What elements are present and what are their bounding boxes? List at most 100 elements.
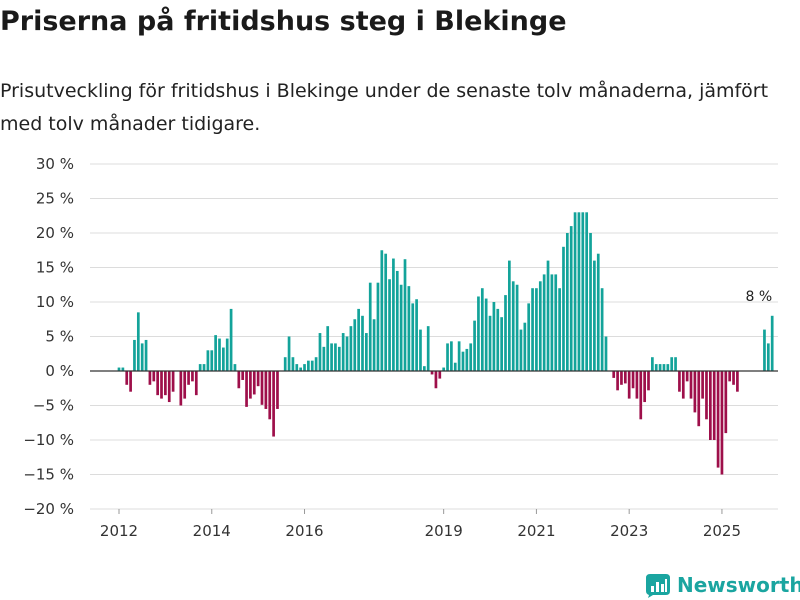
bar [140, 343, 144, 371]
bar [268, 371, 272, 420]
x-tick-label: 2012 [100, 522, 138, 540]
x-tick-label: 2023 [610, 522, 648, 540]
bar [508, 260, 511, 371]
y-tick-label: −15 % [23, 466, 74, 484]
bar [631, 371, 635, 389]
bar [365, 333, 368, 371]
bar [136, 312, 140, 371]
y-tick-label: 5 % [45, 328, 74, 346]
bar [388, 279, 391, 371]
bar [681, 371, 685, 399]
newsworthy-logo-icon [646, 574, 670, 598]
bar [720, 371, 724, 475]
bar [770, 315, 774, 371]
bar [345, 336, 349, 371]
bar [407, 286, 411, 371]
bar [411, 303, 415, 371]
annotations: 8 % [746, 289, 773, 305]
bar [210, 350, 214, 371]
bar [299, 367, 302, 371]
bar [314, 357, 318, 371]
bar [716, 371, 720, 468]
y-tick-label: −5 % [33, 397, 74, 415]
bar [376, 282, 380, 371]
bar [156, 371, 159, 396]
bar [392, 258, 395, 371]
gridlines [90, 163, 778, 510]
bar [654, 364, 658, 371]
bar [492, 302, 496, 371]
bar [399, 284, 403, 371]
bar [419, 329, 422, 371]
bar [198, 364, 202, 371]
bar [249, 371, 252, 399]
bar [144, 339, 148, 371]
bar [256, 371, 260, 387]
bar [291, 357, 295, 371]
chart-title: Priserna på fritidshus steg i Blekinge [0, 6, 567, 37]
bar [705, 371, 708, 420]
bar [442, 367, 446, 371]
x-axis-labels: 2012 2014 2016 2019 2021 2023 2025 [100, 509, 741, 540]
bar [693, 371, 697, 413]
bar [763, 329, 766, 371]
bar [395, 270, 399, 371]
bar [322, 346, 326, 371]
chart-subtitle: Prisutveckling för fritidshus i Blekinge… [0, 80, 769, 135]
bar [531, 288, 534, 371]
bar [589, 233, 592, 371]
bar [450, 341, 453, 371]
bar [283, 357, 287, 371]
bar [554, 274, 558, 371]
bar [334, 343, 337, 371]
bar [453, 362, 457, 371]
bar [218, 338, 221, 371]
bar [596, 253, 600, 371]
bar [639, 371, 643, 420]
bar [237, 371, 241, 389]
bar [446, 343, 449, 371]
bar [732, 371, 735, 385]
y-tick-label: −10 % [23, 431, 74, 449]
bar [357, 308, 360, 371]
bar [709, 371, 712, 440]
brand-name: Newsworthy [677, 573, 800, 597]
bar [160, 371, 163, 399]
bar [565, 233, 569, 371]
bar [422, 366, 426, 371]
bar [635, 371, 639, 399]
y-tick-label: 20 % [36, 224, 74, 242]
y-tick-label: −20 % [23, 500, 74, 518]
bar [542, 274, 546, 371]
bar [500, 317, 503, 371]
bar [264, 371, 268, 409]
bar [569, 226, 573, 371]
bar [712, 371, 716, 440]
bar [372, 319, 376, 371]
y-tick-label: 10 % [36, 293, 74, 311]
bar [179, 371, 183, 406]
bar [318, 333, 322, 371]
value-annotation: 8 % [746, 289, 773, 305]
bar [194, 371, 198, 396]
bar [245, 371, 248, 407]
bar [133, 339, 136, 371]
bar [523, 322, 527, 371]
bar [515, 284, 519, 371]
bar [183, 371, 187, 399]
bar [167, 371, 171, 403]
bar [689, 371, 693, 399]
bar [380, 250, 384, 371]
bar [225, 338, 229, 371]
bar [337, 346, 341, 371]
bar [222, 347, 225, 371]
x-tick-label: 2014 [193, 522, 231, 540]
bar [674, 357, 677, 371]
bar [260, 371, 264, 405]
bar [241, 371, 245, 380]
bar [307, 360, 310, 371]
bar [593, 260, 596, 371]
bar [341, 333, 345, 371]
bar [612, 371, 616, 378]
bar [330, 343, 333, 371]
